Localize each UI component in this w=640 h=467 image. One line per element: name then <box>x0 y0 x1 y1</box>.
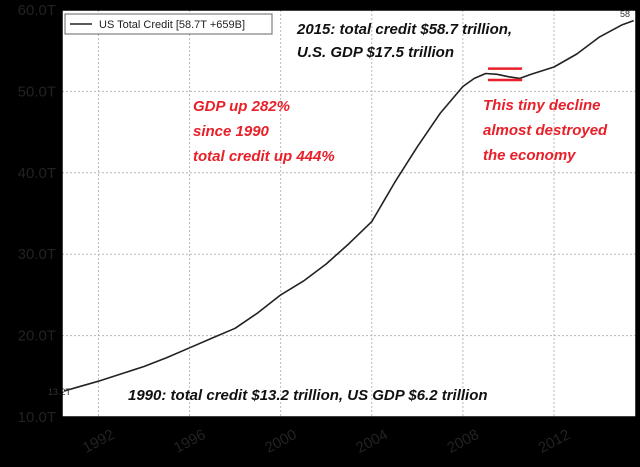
legend-box <box>64 13 273 35</box>
y-tick-label: 40.0T <box>18 165 56 182</box>
tick-layer: 10.0T 20.0T 30.0T 40.0T 50.0T 60.0T 1992 1996 20… <box>18 2 573 457</box>
plot-background <box>62 10 636 417</box>
top-note-line1: 2015: total credit $58.7 trillion, <box>296 21 512 38</box>
decline-note-line1: This tiny decline <box>483 97 601 114</box>
x-tick-label: 2004 <box>353 426 390 457</box>
y-tick-label: 60.0T <box>18 2 56 19</box>
bottom-note: 1990: total credit $13.2 trillion, US GD… <box>128 387 488 404</box>
end-value-label: 58 <box>620 9 630 19</box>
x-tick-label: 2012 <box>536 426 573 457</box>
legend-entry: US Total Credit [58.7T +659B] <box>99 19 245 31</box>
decline-highlight <box>487 67 523 82</box>
start-value-label: 13.2T <box>48 387 72 397</box>
legend: US Total Credit [58.7T +659B] <box>64 13 273 35</box>
decline-note-line2: almost destroyed <box>483 122 608 139</box>
x-tick-label: 2000 <box>262 426 299 457</box>
y-tick-label: 30.0T <box>18 246 56 263</box>
gdp-note-line3: total credit up 444% <box>193 148 335 165</box>
decline-note-line3: the economy <box>483 147 576 164</box>
gdp-note-line1: GDP up 282% <box>193 98 290 115</box>
top-note-line2: U.S. GDP $17.5 trillion <box>297 44 454 61</box>
x-tick-label: 1992 <box>80 426 117 457</box>
y-tick-label: 20.0T <box>18 328 56 345</box>
series-layer <box>64 19 634 392</box>
y-tick-label: 10.0T <box>18 409 56 426</box>
x-tick-label: 2008 <box>444 426 481 457</box>
y-tick-label: 50.0T <box>18 83 56 100</box>
series-line <box>64 19 634 392</box>
x-tick-label: 1996 <box>171 426 208 457</box>
plot-frame <box>61 9 637 418</box>
gdp-note-line2: since 1990 <box>193 123 270 140</box>
